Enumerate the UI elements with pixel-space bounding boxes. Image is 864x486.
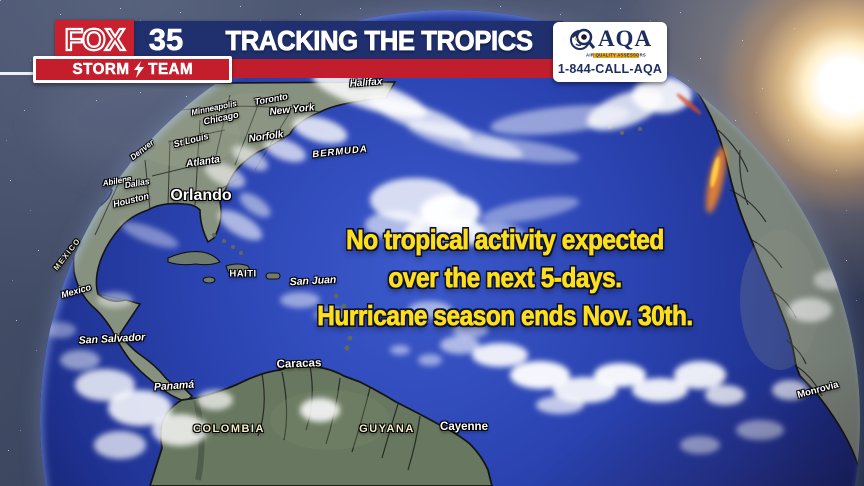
map-label-orlando: Orlando <box>170 187 232 204</box>
map-label-halifax: Halifax <box>349 76 383 90</box>
lightning-bolt-icon <box>133 61 144 78</box>
headline-line-3: Hurricane season ends Nov. 30th. <box>317 300 694 332</box>
sponsor-name: AQA <box>597 26 653 51</box>
map-label-cayenne: Cayenne <box>440 421 488 433</box>
map-label-guyana: GUYANA <box>359 423 415 435</box>
channel-number: 35 <box>148 21 184 57</box>
sponsor-tagline-ribbon: AIR QUALITY ASSESSORS <box>586 52 647 59</box>
map-label-caracas: Caracas <box>276 357 322 371</box>
headline-line-1: No tropical activity expected <box>346 224 665 256</box>
fox-logo-text: FOX <box>64 20 127 57</box>
forecast-headline: No tropical activity expected over the n… <box>314 221 697 335</box>
segment-title: TRACKING THE TROPICS <box>225 24 533 56</box>
starfield-dim <box>0 0 1 1</box>
fox-logo: FOX <box>55 20 134 59</box>
map-label-haiti: HAITI <box>229 268 257 280</box>
map-label-colombia: COLOMBIA <box>193 423 265 435</box>
storm-label: STORM <box>72 60 130 78</box>
team-label: TEAM <box>148 60 193 78</box>
sponsor-phone: 1-844-CALL-AQA <box>557 62 663 76</box>
title-banner <box>66 21 563 60</box>
sponsor-card: AQA AIR QUALITY ASSESSORS 1-844-CALL-AQA <box>553 22 667 82</box>
white-accent-line <box>0 72 36 75</box>
storm-team-badge: STORM TEAM <box>33 56 232 83</box>
headline-line-2: over the next 5-days. <box>388 262 622 294</box>
sponsor-logo-row: AQA <box>568 26 652 52</box>
magnifier-detective-icon <box>569 28 596 50</box>
